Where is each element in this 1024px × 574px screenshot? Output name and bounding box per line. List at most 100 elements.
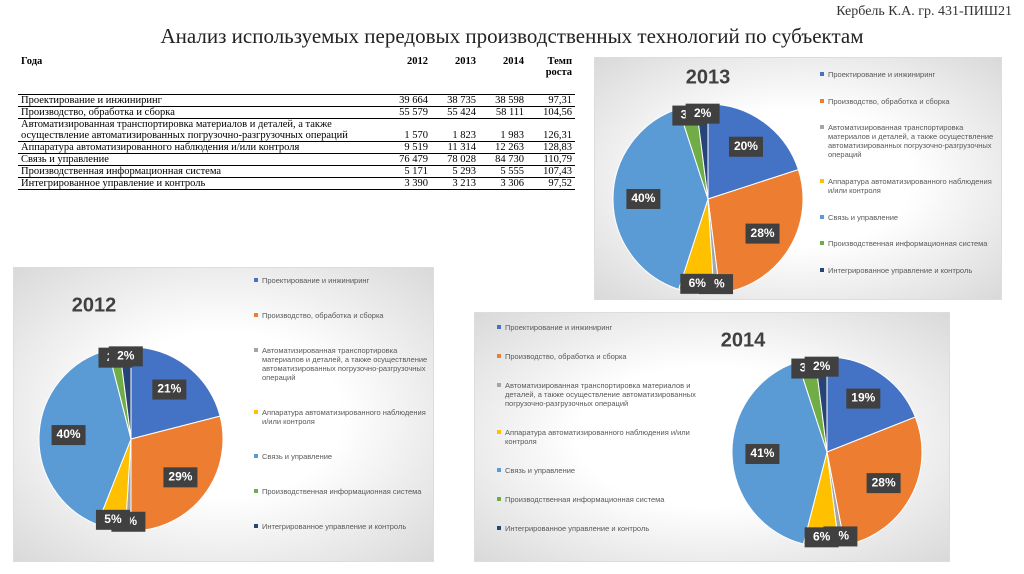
legend-swatch xyxy=(820,72,824,76)
table-cell: 58 111 xyxy=(479,106,527,119)
table-cell: 1 983 xyxy=(479,118,527,142)
table-row: Производственная информационная система 5… xyxy=(18,165,575,178)
legend-item: Аппаратура автоматизированного наблюдени… xyxy=(820,177,998,195)
table-cell: 126,31 xyxy=(527,118,575,142)
table-cell: 84 730 xyxy=(479,153,527,166)
header-cell: 2013 xyxy=(431,52,479,95)
data-label: 5% xyxy=(104,512,122,526)
legend-item: Проектирование и инжиниринг xyxy=(820,70,998,79)
legend-item: Автоматизированная транспортировка матер… xyxy=(820,123,998,159)
legend-label: Аппаратура автоматизированного наблюдени… xyxy=(262,408,426,426)
table-row: Проектирование и инжиниринг 39 664 38 735 3… xyxy=(18,94,575,107)
table-cell: Проектирование и инжиниринг xyxy=(18,94,383,107)
table-cell: 5 293 xyxy=(431,165,479,178)
table-cell: 107,43 xyxy=(527,165,575,178)
legend-swatch xyxy=(254,489,258,493)
label-bg xyxy=(152,379,187,400)
legend-item: Производственная информационная система xyxy=(820,239,998,248)
table-cell: 78 028 xyxy=(431,153,479,166)
legend-label: Автоматизированная транспортировка матер… xyxy=(505,381,696,408)
legend-label: Связь и управление xyxy=(505,466,576,475)
legend-swatch xyxy=(497,354,501,358)
legend-swatch xyxy=(497,383,501,387)
table-cell: Интегрированное управление и контроль xyxy=(18,177,383,190)
legend-item: Производственная информационная система xyxy=(254,487,429,496)
legend-label: Связь и управление xyxy=(262,452,333,461)
chart-title: 2012 xyxy=(72,294,117,316)
table-cell: Производственная информационная система xyxy=(18,165,383,178)
header-cell: Года xyxy=(18,52,383,95)
legend-label: Интегрированное управление и контроль xyxy=(505,524,650,533)
table-cell: 3 390 xyxy=(383,177,431,190)
label-bg xyxy=(51,425,86,446)
label-bg xyxy=(866,473,901,494)
legend-label: Связь и управление xyxy=(828,212,899,222)
table-cell: 55 579 xyxy=(383,106,431,119)
table-cell: 97,52 xyxy=(527,177,575,190)
table-row: Производство, обработка и сборка 55 579 55… xyxy=(18,106,575,119)
data-label: 40% xyxy=(631,191,655,205)
table-cell: 128,83 xyxy=(527,141,575,154)
label-bg xyxy=(108,346,143,367)
legend-item: Связь и управление xyxy=(497,466,712,475)
legend-item: Проектирование и инжиниринг xyxy=(254,276,429,285)
table-cell: Связь и управление xyxy=(18,153,383,166)
data-label: 28% xyxy=(751,226,775,240)
table-cell: 55 424 xyxy=(431,106,479,119)
table-cell: 38 598 xyxy=(479,94,527,107)
legend-swatch xyxy=(254,410,258,414)
legend-label: Интегрированное управление и контроль xyxy=(828,265,973,275)
legend-label: Проектирование и инжиниринг xyxy=(828,70,936,79)
data-label: 21% xyxy=(157,382,181,396)
legend-label: Производство, обработка и сборка xyxy=(262,311,384,320)
data-label: 28% xyxy=(872,475,896,489)
legend-item: Производство, обработка и сборка xyxy=(497,352,712,361)
data-label: 29% xyxy=(168,470,192,484)
legend-item: Связь и управление xyxy=(820,213,998,222)
legend-label: Автоматизированная транспортировка матер… xyxy=(828,123,994,160)
legend-label: Производственная информационная система xyxy=(505,495,665,504)
legend-swatch xyxy=(254,348,258,352)
legend-swatch xyxy=(497,430,501,434)
legend-label: Проектирование и инжиниринг xyxy=(262,276,370,285)
legend-swatch xyxy=(254,524,258,528)
table-cell: 38 735 xyxy=(431,94,479,107)
table-cell: 76 479 xyxy=(383,153,431,166)
legend: Проектирование и инжиниринг Производство,… xyxy=(254,276,429,531)
data-label: 19% xyxy=(851,391,875,405)
table-cell: 1 823 xyxy=(431,118,479,142)
legend-item: Производство, обработка и сборка xyxy=(254,311,429,320)
legend-swatch xyxy=(497,526,501,530)
legend-item: Интегрированное управление и контроль xyxy=(497,524,712,533)
legend-swatch xyxy=(254,454,258,458)
data-label: 2% xyxy=(694,106,712,120)
table-cell: 5 171 xyxy=(383,165,431,178)
chart-title: 2014 xyxy=(721,329,766,351)
table-cell: 11 314 xyxy=(431,141,479,154)
legend-item: Интегрированное управление и контроль xyxy=(254,522,429,531)
chart-title: 2013 xyxy=(686,66,731,88)
legend: Проектирование и инжиниринг Производство,… xyxy=(497,323,712,533)
label-bg xyxy=(804,356,839,377)
legend-swatch xyxy=(820,267,824,272)
legend-item: Аппаратура автоматизированного наблюдени… xyxy=(254,408,429,426)
data-label: 40% xyxy=(57,427,81,441)
legend-item: Автоматизированная транспортировка матер… xyxy=(254,346,429,382)
legend-item: Интегрированное управление и контроль xyxy=(820,266,998,275)
table-cell: 97,31 xyxy=(527,94,575,107)
legend: Проектирование и инжиниринг Производство,… xyxy=(820,70,998,275)
legend-label: Аппаратура автоматизированного наблюдени… xyxy=(828,176,992,195)
table-cell: Автоматизированная транспортировка матер… xyxy=(18,118,383,142)
table-row: Автоматизированная транспортировка матер… xyxy=(18,118,575,142)
legend-item: Связь и управление xyxy=(254,452,429,461)
header-cell: 2014 xyxy=(479,52,527,95)
legend-item: Производственная информационная система xyxy=(497,495,712,504)
table-cell: Аппаратура автоматизированного наблюдени… xyxy=(18,141,383,154)
label-bg xyxy=(846,388,881,409)
data-label: 41% xyxy=(750,446,774,460)
label-bg xyxy=(685,103,720,124)
